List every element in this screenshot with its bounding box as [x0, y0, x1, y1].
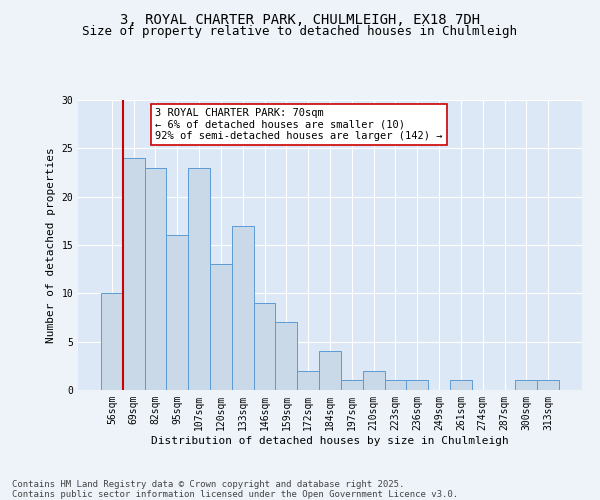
Bar: [123, 158, 145, 390]
Text: 3 ROYAL CHARTER PARK: 70sqm
← 6% of detached houses are smaller (10)
92% of semi: 3 ROYAL CHARTER PARK: 70sqm ← 6% of deta…: [155, 108, 443, 141]
Bar: [341, 380, 363, 390]
Bar: [297, 370, 319, 390]
Bar: [406, 380, 428, 390]
Y-axis label: Number of detached properties: Number of detached properties: [46, 147, 56, 343]
Bar: [363, 370, 385, 390]
Bar: [537, 380, 559, 390]
Bar: [385, 380, 406, 390]
Bar: [188, 168, 210, 390]
Bar: [166, 236, 188, 390]
Bar: [232, 226, 254, 390]
Bar: [319, 352, 341, 390]
X-axis label: Distribution of detached houses by size in Chulmleigh: Distribution of detached houses by size …: [151, 436, 509, 446]
Bar: [101, 294, 123, 390]
Bar: [210, 264, 232, 390]
Bar: [145, 168, 166, 390]
Bar: [254, 303, 275, 390]
Bar: [515, 380, 537, 390]
Text: 3, ROYAL CHARTER PARK, CHULMLEIGH, EX18 7DH: 3, ROYAL CHARTER PARK, CHULMLEIGH, EX18 …: [120, 12, 480, 26]
Text: Contains HM Land Registry data © Crown copyright and database right 2025.
Contai: Contains HM Land Registry data © Crown c…: [12, 480, 458, 499]
Text: Size of property relative to detached houses in Chulmleigh: Size of property relative to detached ho…: [83, 25, 517, 38]
Bar: [450, 380, 472, 390]
Bar: [275, 322, 297, 390]
